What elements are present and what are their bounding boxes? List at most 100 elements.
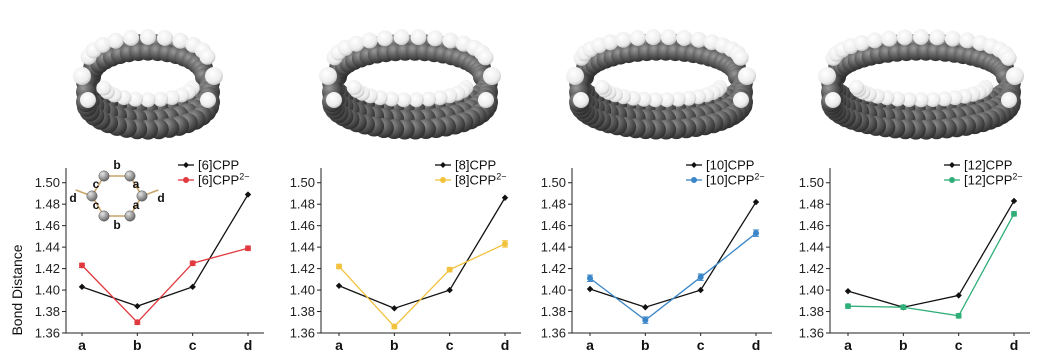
y-tick-label: 1.50 — [290, 175, 315, 190]
bond-label: d — [69, 191, 76, 205]
y-tick-label: 1.50 — [35, 175, 60, 190]
legend-marker — [183, 162, 189, 168]
data-point — [752, 198, 760, 206]
x-tick-label: d — [501, 337, 510, 353]
legend-marker — [691, 162, 697, 168]
y-tick-label: 1.48 — [35, 197, 60, 212]
bond-label: c — [93, 177, 100, 191]
legend-entry: [6]CPP — [178, 158, 239, 173]
data-point — [1010, 197, 1018, 205]
data-point — [501, 194, 509, 201]
y-tick-label: 1.38 — [35, 304, 60, 319]
y-tick-label: 1.42 — [290, 261, 315, 276]
y-tick-label: 1.46 — [290, 218, 315, 233]
y-tick-label: 1.36 — [35, 326, 60, 341]
legend-marker — [691, 177, 697, 183]
legend-entry: [6]CPP2− — [178, 172, 249, 188]
y-tick-label: 1.42 — [799, 261, 824, 276]
series-line — [338, 243, 506, 328]
data-point — [1011, 210, 1017, 217]
carbon-atom — [124, 210, 136, 222]
bond-label: b — [113, 218, 120, 232]
series-neutral — [78, 191, 252, 310]
data-point — [587, 275, 593, 282]
x-tick-label: c — [697, 337, 705, 353]
bond-label: d — [157, 191, 164, 205]
y-tick-label: 1.46 — [35, 218, 60, 233]
x-tick-label: a — [586, 337, 594, 353]
data-point — [391, 305, 398, 312]
chart-panel-3: 1.36 1.38 1.40 1.42 1.44 1.46 1.48 1.50 a b c d [10]… — [541, 158, 772, 353]
bond-label: a — [133, 198, 140, 212]
y-tick-label: 1.48 — [290, 197, 315, 212]
data-point — [753, 230, 759, 237]
series-dianion — [336, 240, 508, 330]
cpp-molecule-image — [818, 29, 1024, 140]
data-point — [642, 304, 649, 311]
data-point — [446, 286, 453, 294]
legend-marker — [949, 162, 955, 168]
legend-label: [6]CPP — [198, 158, 239, 173]
carbon-atom — [124, 170, 136, 182]
data-point — [446, 266, 453, 273]
data-point — [189, 283, 196, 291]
legend-entry: [10]CPP — [686, 158, 754, 173]
legend-entry: [12]CPP2− — [944, 172, 1023, 188]
data-point — [697, 274, 704, 281]
y-tick-label: 1.50 — [799, 175, 824, 190]
chart-panel-1: 1.361.381.401.421.441.461.481.50a b c d[6]C… — [35, 158, 264, 353]
x-tick-label: c — [446, 337, 454, 353]
legend-label: [12]CPP — [964, 158, 1012, 173]
series-neutral — [335, 194, 509, 312]
y-tick-label: 1.42 — [541, 261, 566, 276]
legend-label: [8]CPP2− — [455, 172, 506, 188]
legend-entry: [8]CPP2− — [435, 172, 506, 188]
data-point — [900, 304, 907, 311]
y-tick-label: 1.40 — [290, 283, 315, 298]
y-tick-label: 1.40 — [541, 283, 566, 298]
y-tick-label: 1.38 — [799, 304, 824, 319]
legend-superscript: 2− — [496, 172, 506, 182]
legend-label: [10]CPP2− — [706, 172, 765, 188]
legend-label: [12]CPP2− — [964, 172, 1023, 188]
x-tick-label: d — [244, 337, 253, 353]
x-tick-label: c — [955, 337, 963, 353]
carbon-atom — [136, 190, 148, 202]
data-point — [335, 282, 343, 289]
legend-marker — [440, 162, 446, 168]
legend-entry: [12]CPP — [944, 158, 1012, 173]
y-tick-label: 1.36 — [290, 326, 315, 341]
chart-panel-4: 1.36 1.38 1.40 1.42 1.44 1.46 1.48 1.50 a b c d [12]… — [799, 158, 1030, 353]
x-tick-label: b — [133, 337, 142, 353]
series-neutral — [586, 198, 760, 311]
legend-label: [8]CPP — [455, 158, 496, 173]
chart-panel-2: 1.36 1.38 1.40 1.42 1.44 1.46 1.48 1.50 a b c d [8]C… — [290, 158, 521, 353]
y-tick-label: 1.40 — [799, 283, 824, 298]
y-tick-label: 1.48 — [541, 197, 566, 212]
y-axis-label: Bond Distance — [9, 244, 25, 335]
cpp-molecule-image — [73, 29, 223, 140]
data-point — [642, 317, 649, 324]
data-point — [78, 283, 86, 291]
y-tick-label: 1.46 — [541, 218, 566, 233]
series-line — [338, 197, 506, 310]
bond-label: b — [113, 158, 120, 172]
series-dianion — [79, 245, 251, 326]
legend-entry: [10]CPP2− — [686, 172, 765, 188]
y-tick-label: 1.44 — [799, 240, 824, 255]
data-point — [79, 262, 85, 269]
x-tick-label: b — [899, 337, 908, 353]
series-dianion — [845, 210, 1017, 319]
charts: 1.361.381.401.421.441.461.481.50a b c d[6]C… — [35, 158, 1030, 353]
series-line — [847, 213, 1015, 317]
x-tick-label: b — [641, 337, 650, 353]
molecule-images — [73, 29, 1024, 140]
y-tick-label: 1.44 — [290, 240, 315, 255]
x-tick-label: b — [390, 337, 399, 353]
bond-label: c — [93, 198, 100, 212]
data-point — [134, 319, 141, 326]
data-point — [244, 191, 252, 198]
x-tick-label: a — [844, 337, 852, 353]
